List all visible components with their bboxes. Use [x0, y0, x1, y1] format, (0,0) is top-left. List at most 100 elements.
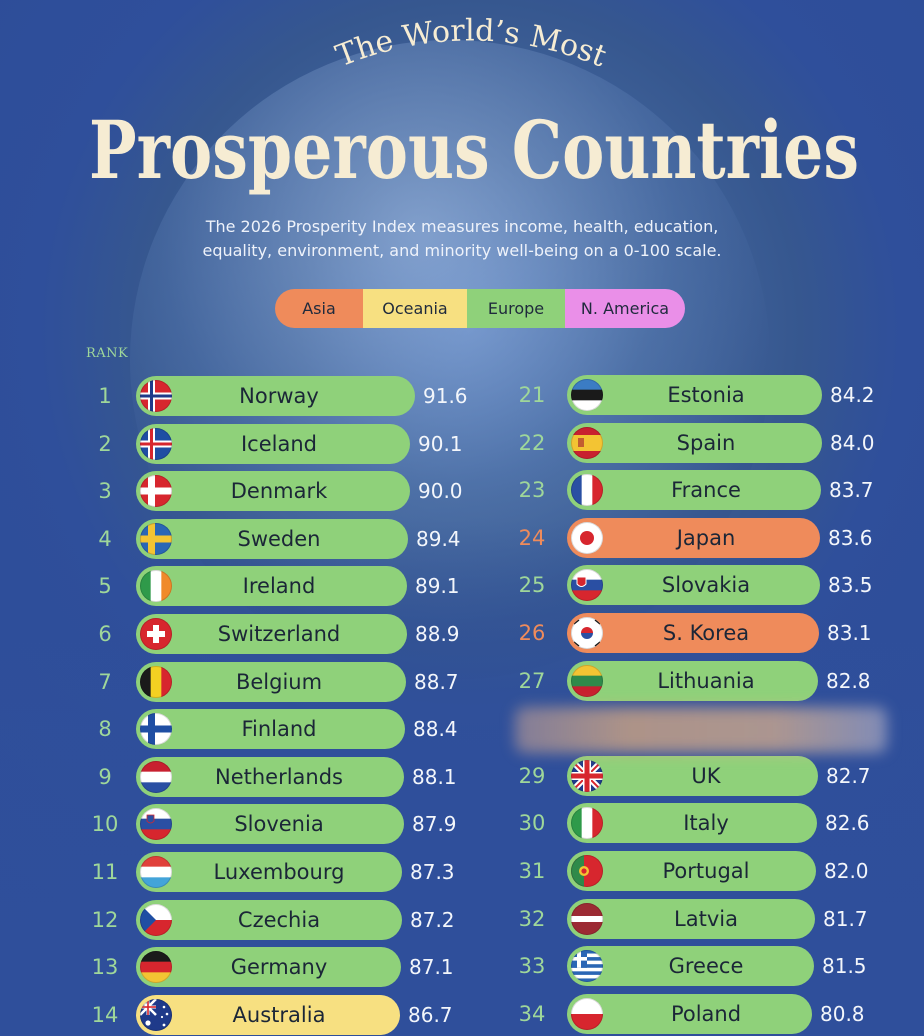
score-value: 83.1 [827, 621, 872, 645]
rank-number: 22 [518, 430, 546, 455]
country-name: Australia [232, 1002, 326, 1027]
rank-number: 26 [518, 621, 546, 645]
score-value: 87.2 [410, 907, 455, 932]
title-line2: Prosperous Countries [89, 103, 859, 197]
score-bar: Ireland [136, 566, 407, 607]
australia-flag-icon [140, 998, 172, 1031]
legend-europe: Europe [467, 289, 565, 328]
country-name: Portugal [662, 859, 750, 883]
score-bar: Iceland [136, 423, 410, 464]
czechia-flag-icon [140, 903, 172, 936]
ranking-row: 7 Belgium 88.7 [0, 661, 924, 702]
rank-number: 25 [518, 573, 546, 598]
subtitle-line2: equality, environment, and minority well… [202, 241, 722, 260]
score-bar: Luxembourg [136, 852, 402, 892]
rank-number: 34 [518, 1001, 546, 1026]
score-bar: Finland [136, 709, 405, 750]
score-value: 87.1 [409, 955, 454, 980]
country-name: Lithuania [657, 668, 755, 693]
country-name: Luxembourg [213, 860, 345, 884]
country-name: Poland [670, 1001, 742, 1026]
score-value: 82.7 [826, 763, 871, 788]
iceland-flag-icon [140, 427, 172, 460]
country-name: Greece [668, 954, 744, 979]
spain-flag-icon [571, 426, 603, 459]
rank-number: 6 [98, 622, 112, 646]
country-name: S. Korea [662, 621, 750, 645]
ranking-row: 10 Slovenia 87.9 [0, 804, 924, 845]
legend-europe-label: Europe [487, 299, 545, 318]
ranking-row: 5 Ireland 89.1 [0, 566, 924, 607]
rank-column-header: RANK [86, 346, 129, 361]
score-bar: Denmark [136, 471, 410, 512]
portugal-flag-icon [571, 855, 603, 887]
score-bar: Czechia [136, 899, 402, 940]
score-value: 81.5 [822, 954, 867, 979]
ranking-row: 4 Sweden 89.4 [0, 518, 924, 559]
country-name: Slovenia [234, 812, 324, 837]
score-value: 81.7 [823, 906, 868, 931]
score-bar: Portugal [567, 851, 816, 891]
score-bar: Lithuania [567, 660, 818, 701]
score-bar: Poland [567, 993, 812, 1034]
rank-number: 24 [518, 525, 546, 550]
score-value: 80.8 [820, 1001, 865, 1026]
ranking-row: 2 Iceland 90.1 [0, 423, 924, 464]
ranking-row: 11 Luxembourg 87.3 [0, 852, 924, 892]
rank-number: 33 [518, 954, 546, 979]
title-block: The World’s Most Prosperous Countries [89, 13, 859, 197]
ranking-row: 1 Norway 91.6 [0, 376, 924, 416]
score-value: 89.1 [415, 574, 460, 599]
south-korea-flag-icon [571, 617, 603, 649]
country-name: UK [691, 763, 721, 788]
slovenia-flag-icon [140, 808, 172, 841]
score-bar: Latvia [567, 898, 815, 939]
legend-north-america-label: N. America [580, 299, 670, 318]
score-bar: Belgium [136, 661, 406, 702]
score-bar: Slovenia [136, 804, 404, 845]
japan-flag-icon [571, 521, 603, 554]
country-name: Switzerland [217, 622, 341, 646]
ranking-row: 32 Latvia 81.7 [0, 898, 924, 939]
ranking-row: 24 Japan 83.6 [0, 517, 924, 558]
score-value: 89.4 [416, 526, 461, 551]
score-value: 84.2 [830, 383, 875, 407]
country-name: Estonia [667, 383, 745, 407]
score-value: 84.0 [830, 430, 875, 455]
rank-number: 4 [98, 526, 112, 551]
ranking-row: 23 France 83.7 [0, 470, 924, 511]
score-value: 90.0 [418, 479, 463, 504]
score-bar: Germany [136, 947, 401, 988]
country-name: Iceland [240, 431, 317, 456]
norway-flag-icon [140, 380, 172, 412]
ranking-row: 22 Spain 84.0 [0, 422, 924, 463]
rank-number: 30 [518, 811, 546, 836]
score-bar: Greece [567, 946, 814, 987]
country-name: Germany [230, 955, 328, 980]
greece-flag-icon [571, 950, 603, 983]
title-line1: The World’s Most [331, 13, 611, 74]
ranking-row: 8 Finland 88.4 [0, 709, 924, 750]
rank-number: 14 [91, 1002, 119, 1027]
switzerland-flag-icon [140, 618, 172, 650]
ranking-row: 29 UK 82.7 [0, 755, 924, 796]
score-bar: France [567, 470, 821, 511]
rank-number: 1 [98, 384, 112, 408]
country-name: Ireland [242, 574, 316, 599]
ranking-row: 14 Australia 86.7 [0, 994, 924, 1035]
france-flag-icon [571, 474, 603, 507]
ranking-row: 21 Estonia 84.2 [0, 375, 924, 415]
subtitle-line1: The 2026 Prosperity Index measures incom… [205, 217, 719, 236]
score-bar: Slovakia [567, 565, 820, 606]
score-bar: Sweden [136, 518, 408, 559]
belgium-flag-icon [140, 665, 172, 698]
country-name: Czechia [237, 907, 321, 932]
score-bar: Estonia [567, 375, 822, 415]
ranking-row: 27 Lithuania 82.8 [0, 660, 924, 701]
rank-number: 5 [98, 574, 112, 599]
ireland-flag-icon [140, 570, 172, 603]
score-bar: Spain [567, 422, 822, 463]
rank-number: 31 [518, 859, 546, 883]
score-value: 86.7 [408, 1002, 453, 1027]
ranking-row: 33 Greece 81.5 [0, 946, 924, 987]
